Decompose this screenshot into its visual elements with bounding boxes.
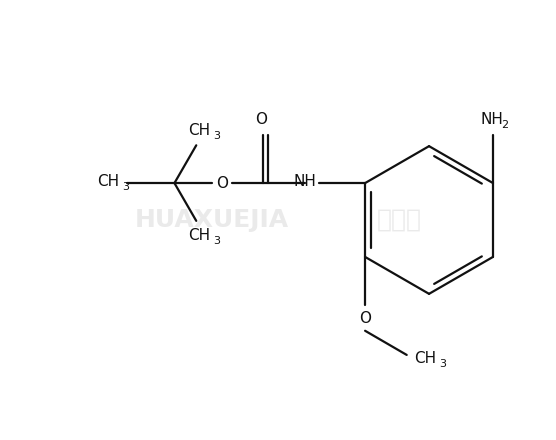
Text: 3: 3 bbox=[213, 131, 220, 141]
Text: CH: CH bbox=[188, 123, 211, 138]
Text: 化学加: 化学加 bbox=[376, 208, 421, 232]
Text: O: O bbox=[216, 176, 228, 191]
Text: O: O bbox=[255, 113, 267, 128]
Text: HUAXUEJIA: HUAXUEJIA bbox=[135, 208, 289, 232]
Text: CH: CH bbox=[188, 228, 211, 243]
Text: NH: NH bbox=[480, 113, 503, 128]
Text: NH: NH bbox=[293, 174, 316, 189]
Text: O: O bbox=[359, 311, 371, 326]
Text: 3: 3 bbox=[122, 182, 129, 192]
Text: 3: 3 bbox=[439, 359, 446, 369]
Text: CH: CH bbox=[98, 174, 120, 189]
Text: 2: 2 bbox=[501, 121, 508, 130]
Text: CH: CH bbox=[414, 352, 436, 367]
Text: 3: 3 bbox=[213, 236, 220, 246]
